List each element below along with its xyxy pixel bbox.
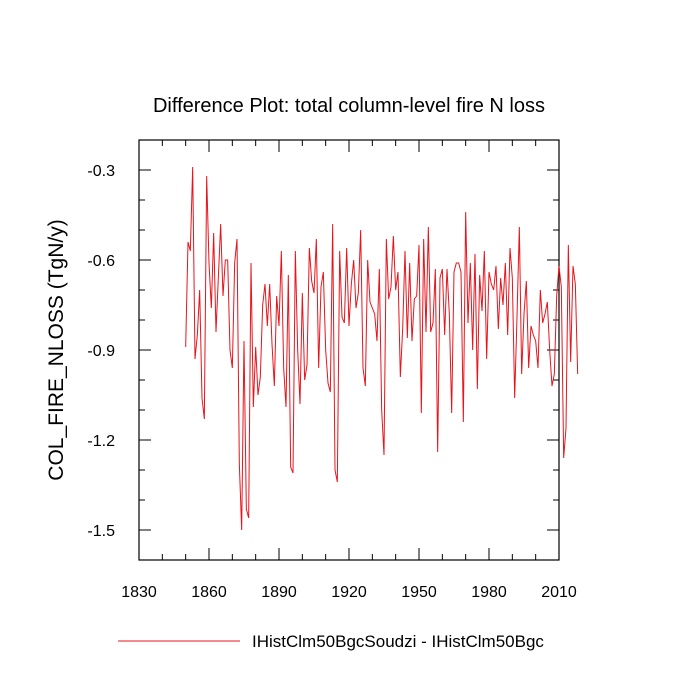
x-tick-label: 1830	[121, 584, 157, 601]
series-line	[185, 166, 579, 531]
x-tick-label: 1860	[191, 584, 227, 601]
chart-title: Difference Plot: total column-level fire…	[153, 95, 545, 117]
y-tick-label: -0.9	[87, 343, 115, 360]
axis-ticks	[138, 139, 560, 561]
y-tick-label: -1.5	[87, 523, 115, 540]
y-tick-label: -0.6	[87, 253, 115, 270]
x-tick-label: 1950	[401, 584, 437, 601]
x-tick-label: 1920	[331, 584, 367, 601]
x-tick-label: 2010	[541, 584, 577, 601]
x-tick-label: 1890	[261, 584, 297, 601]
y-tick-label: -0.3	[87, 163, 115, 180]
x-tick-label: 1980	[471, 584, 507, 601]
axis-tick-labels: 1830 1860 1890 1920 1950 1980 2010 -1.5 -1.2 -0.9…	[87, 163, 576, 601]
y-axis-label: COL_FIRE_NLOSS (TgN/y)	[45, 219, 68, 480]
legend-label: IHistClm50BgcSoudzi - IHistClm50Bgc	[252, 632, 544, 651]
y-tick-label: -1.2	[87, 433, 115, 450]
plot-frame	[138, 139, 560, 561]
